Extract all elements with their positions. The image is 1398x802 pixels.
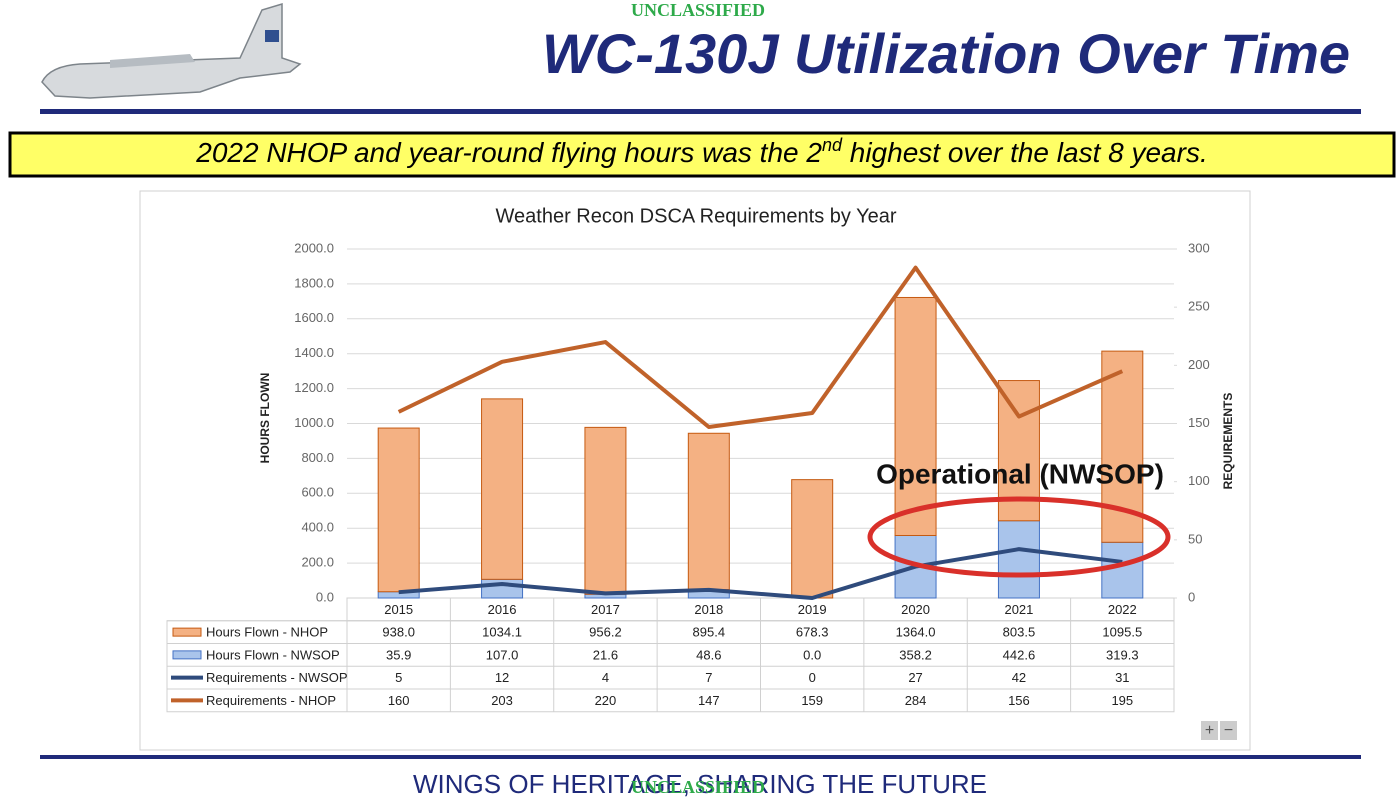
divider — [40, 755, 1361, 759]
legend-label: Hours Flown - NWSOP — [206, 647, 340, 662]
table-value: 956.2 — [589, 625, 622, 640]
table-value: 678.3 — [796, 625, 829, 640]
classification: UNCLASSIFIED — [631, 0, 765, 20]
table-value: 358.2 — [899, 647, 932, 662]
x-tick-label: 2016 — [488, 602, 517, 617]
y2-tick-label: 100 — [1188, 473, 1210, 488]
table-value: 0.0 — [803, 647, 821, 662]
table-value: 284 — [905, 693, 927, 708]
table-value: 319.3 — [1106, 647, 1139, 662]
banner — [8, 131, 1396, 178]
table-value: 7 — [705, 670, 712, 685]
y2-tick-label: 150 — [1188, 415, 1210, 430]
bar — [791, 479, 834, 599]
bar — [997, 520, 1040, 599]
x-tick-label: 2017 — [591, 602, 620, 617]
table-value: 21.6 — [593, 647, 618, 662]
zoom-in-label[interactable]: + — [1205, 722, 1214, 739]
y-tick-label: 1800.0 — [294, 275, 334, 290]
bar — [894, 296, 937, 536]
slide-title: WC-130J Utilization Over Time — [542, 22, 1350, 85]
classification: UNCLASSIFIED — [631, 777, 765, 797]
y-tick-label: 1000.0 — [294, 415, 334, 430]
x-tick-label: 2022 — [1108, 602, 1137, 617]
x-tick-label: 2019 — [798, 602, 827, 617]
y2-tick-label: 300 — [1188, 240, 1210, 255]
x-tick-label: 2018 — [694, 602, 723, 617]
bar — [377, 427, 420, 593]
bar — [1101, 541, 1144, 599]
table-value: 48.6 — [696, 647, 721, 662]
airplane-image — [41, 2, 302, 99]
line — [398, 547, 1123, 600]
table-value: 31 — [1115, 670, 1129, 685]
table-value: 195 — [1111, 693, 1133, 708]
y-tick-label: 1600.0 — [294, 310, 334, 325]
banner-part: highest over the last 8 years. — [842, 137, 1208, 168]
table-value: 5 — [395, 670, 402, 685]
y2-tick-label: 200 — [1188, 357, 1210, 372]
table-value: 442.6 — [1003, 647, 1036, 662]
y-tick-label: 2000.0 — [294, 240, 334, 255]
highlight-ellipse — [867, 496, 1171, 578]
table-value: 4 — [602, 670, 609, 685]
bar — [481, 398, 524, 580]
table-value: 895.4 — [693, 625, 726, 640]
table-value: 159 — [801, 693, 823, 708]
bar — [687, 432, 730, 591]
banner-superscript: nd — [822, 135, 843, 155]
table-value: 1034.1 — [482, 625, 522, 640]
banner-part: 2022 NHOP and year-round flying hours wa… — [195, 137, 822, 168]
table-value: 35.9 — [386, 647, 411, 662]
y2-tick-label: 0 — [1188, 589, 1195, 604]
banner-text: 2022 NHOP and year-round flying hours wa… — [195, 135, 1207, 169]
table-value: 160 — [388, 693, 410, 708]
table-value: 147 — [698, 693, 720, 708]
line — [397, 265, 1124, 429]
table-value: 0 — [809, 670, 816, 685]
table-value: 1364.0 — [896, 625, 936, 640]
legend-swatch — [172, 650, 202, 660]
bar — [584, 426, 627, 595]
y-tick-label: 1200.0 — [294, 380, 334, 395]
table-value: 27 — [908, 670, 922, 685]
y2-tick-label: 50 — [1188, 531, 1202, 546]
legend-label: Requirements - NHOP — [206, 693, 336, 708]
x-tick-label: 2015 — [384, 602, 413, 617]
legend-swatch — [172, 627, 202, 637]
chart-title: Weather Recon DSCA Requirements by Year — [496, 205, 897, 227]
divider — [40, 109, 1361, 114]
table-value: 1095.5 — [1102, 625, 1142, 640]
annotation: Operational (NWSOP) — [876, 458, 1164, 489]
footer: WINGS OF HERITAGE, SHARING THE FUTURE — [413, 769, 987, 799]
table-value: 42 — [1012, 670, 1026, 685]
table-value: 220 — [595, 693, 617, 708]
zoom-out-button[interactable] — [1220, 721, 1237, 740]
y-tick-label: 400.0 — [301, 520, 334, 535]
zoom-in-button[interactable] — [1201, 721, 1218, 740]
y-tick-label: 0.0 — [316, 589, 334, 604]
y2-axis-title: REQUIREMENTS — [1221, 393, 1235, 490]
y-axis-title: HOURS FLOWN — [258, 373, 272, 464]
zoom-out-label[interactable]: − — [1224, 722, 1233, 739]
table-value: 938.0 — [382, 625, 415, 640]
y-tick-label: 200.0 — [301, 555, 334, 570]
y-tick-label: 800.0 — [301, 450, 334, 465]
table-value: 803.5 — [1003, 625, 1036, 640]
table-value: 203 — [491, 693, 513, 708]
y2-tick-label: 250 — [1188, 299, 1210, 314]
table-value: 107.0 — [486, 647, 519, 662]
y-tick-label: 1400.0 — [294, 345, 334, 360]
legend-label: Requirements - NWSOP — [206, 670, 348, 685]
legend-label: Hours Flown - NHOP — [206, 625, 328, 640]
x-tick-label: 2020 — [901, 602, 930, 617]
table-value: 156 — [1008, 693, 1030, 708]
x-tick-label: 2021 — [1004, 602, 1033, 617]
table-value: 12 — [495, 670, 509, 685]
y-tick-label: 600.0 — [301, 485, 334, 500]
